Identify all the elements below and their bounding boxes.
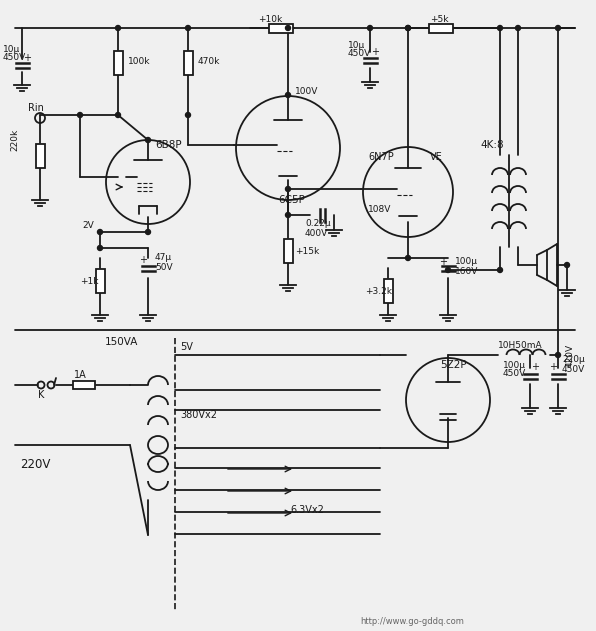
Text: 2V: 2V: [82, 221, 94, 230]
Text: +3.2k: +3.2k: [365, 286, 392, 295]
Text: 450V: 450V: [562, 365, 585, 374]
Text: 400V: 400V: [305, 228, 328, 237]
Text: 1A: 1A: [74, 370, 87, 380]
Text: 108V: 108V: [368, 206, 392, 215]
Text: 5Z2P: 5Z2P: [440, 360, 467, 370]
Text: K: K: [38, 390, 44, 400]
Circle shape: [145, 230, 151, 235]
Text: 10H50mA: 10H50mA: [498, 341, 542, 350]
Text: 420V: 420V: [566, 343, 575, 367]
Circle shape: [516, 25, 520, 30]
Circle shape: [98, 230, 103, 235]
Bar: [73, 381, 95, 389]
Text: +: +: [139, 255, 147, 265]
Circle shape: [405, 25, 411, 30]
Text: 220k: 220k: [10, 129, 19, 151]
Text: +: +: [23, 53, 31, 63]
Bar: [429, 23, 453, 33]
Text: 50V: 50V: [155, 262, 173, 271]
Text: 6C5P: 6C5P: [278, 195, 305, 205]
Text: +10k: +10k: [258, 16, 283, 25]
Circle shape: [116, 112, 120, 117]
Circle shape: [405, 256, 411, 261]
Text: 470k: 470k: [198, 57, 221, 66]
Text: +: +: [549, 362, 557, 372]
Bar: [269, 23, 293, 33]
Text: 160V: 160V: [455, 266, 479, 276]
Text: 100k: 100k: [128, 57, 151, 66]
Bar: [36, 144, 45, 168]
Text: 100V: 100V: [295, 88, 318, 97]
Circle shape: [564, 262, 570, 268]
Circle shape: [555, 353, 560, 358]
Circle shape: [285, 93, 290, 98]
Circle shape: [185, 112, 191, 117]
Text: 380Vx2: 380Vx2: [180, 410, 217, 420]
Text: 450V: 450V: [348, 49, 371, 59]
Text: 6N7P: 6N7P: [368, 152, 394, 162]
Text: 6B8P: 6B8P: [155, 140, 182, 150]
Bar: [113, 51, 123, 75]
Circle shape: [405, 25, 411, 30]
Text: Rin: Rin: [28, 103, 44, 113]
Text: http://www.go-gddq.com: http://www.go-gddq.com: [360, 616, 464, 625]
Text: 10µ: 10µ: [348, 40, 365, 49]
Circle shape: [77, 112, 82, 117]
Text: +15k: +15k: [295, 247, 319, 256]
Text: VE: VE: [430, 152, 443, 162]
Circle shape: [285, 25, 290, 30]
Text: 5V: 5V: [180, 342, 193, 352]
Text: 10µ: 10µ: [3, 45, 20, 54]
Bar: [95, 269, 104, 293]
Text: 6.3Vx2: 6.3Vx2: [290, 505, 324, 515]
Text: +: +: [531, 362, 539, 372]
Text: 450V: 450V: [3, 54, 26, 62]
Text: +: +: [371, 47, 379, 57]
Circle shape: [98, 245, 103, 251]
Bar: [184, 51, 193, 75]
Circle shape: [445, 268, 451, 273]
Text: 100µ: 100µ: [455, 257, 478, 266]
Text: +: +: [439, 257, 447, 267]
Text: 0.22µ: 0.22µ: [305, 220, 331, 228]
Circle shape: [185, 25, 191, 30]
Text: 450V: 450V: [503, 370, 526, 379]
Bar: [383, 279, 393, 303]
Text: 47µ: 47µ: [155, 254, 172, 262]
Circle shape: [116, 25, 120, 30]
Circle shape: [285, 187, 290, 191]
Circle shape: [145, 138, 151, 143]
Text: 150VA: 150VA: [105, 337, 138, 347]
Circle shape: [285, 213, 290, 218]
Bar: [284, 239, 293, 263]
Text: +5k: +5k: [430, 16, 449, 25]
Circle shape: [498, 268, 502, 273]
Text: 100µ: 100µ: [503, 360, 526, 370]
Text: +1k: +1k: [80, 276, 98, 285]
Text: 220µ: 220µ: [562, 355, 585, 365]
Text: 220V: 220V: [20, 459, 51, 471]
Circle shape: [555, 25, 560, 30]
Circle shape: [498, 25, 502, 30]
Circle shape: [368, 25, 372, 30]
Text: 4K:8: 4K:8: [480, 140, 504, 150]
